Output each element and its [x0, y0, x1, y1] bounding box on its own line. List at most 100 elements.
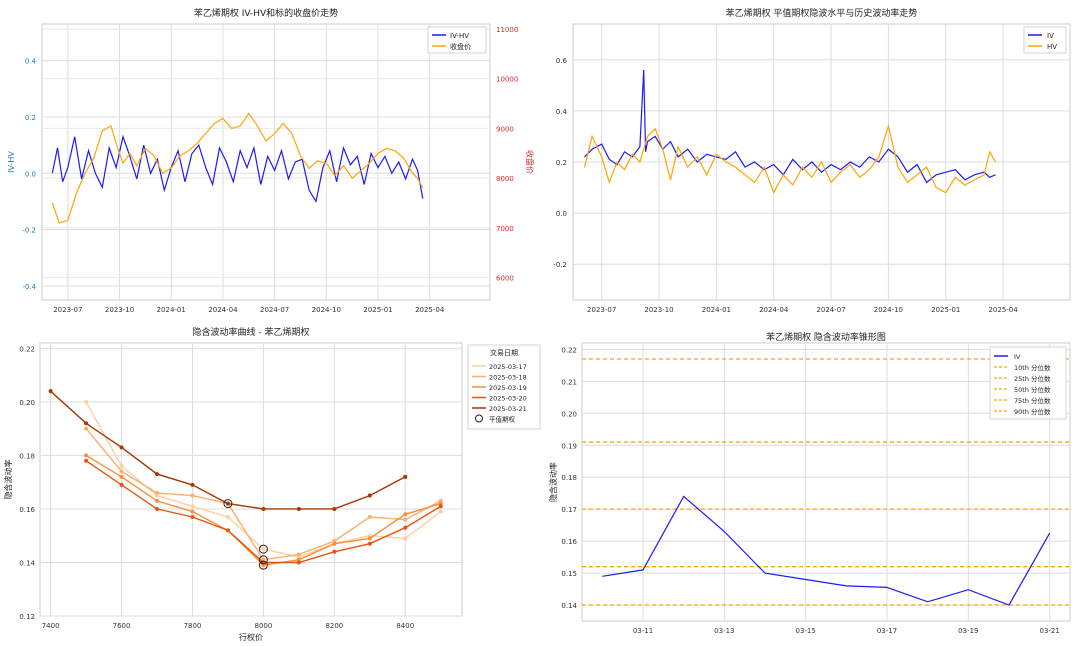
y-tick-label: 0.18: [19, 452, 35, 460]
legend-label: 75th 分位数: [1014, 396, 1051, 405]
data-point: [261, 547, 266, 552]
y-tick-label: 0.14: [561, 602, 577, 610]
x-tick-label: 03-15: [795, 627, 815, 635]
legend-label: 90th 分位数: [1014, 407, 1051, 416]
x-tick-label: 2025-01: [363, 306, 392, 314]
y2-tick-label: 8000: [496, 175, 514, 183]
x-tick-label: 03-13: [714, 627, 734, 635]
series-line-1: [583, 123, 997, 195]
legend-label: IV-HV: [450, 32, 469, 40]
legend-label: 25th 分位数: [1014, 374, 1051, 383]
legend-label: 平值期权: [489, 415, 516, 424]
data-point: [84, 399, 89, 404]
y-tick-label: 0.4: [556, 108, 568, 116]
data-point: [190, 504, 195, 509]
legend-label: 2025-03-21: [489, 405, 527, 413]
y-tick-label: 0.16: [561, 538, 577, 546]
y-tick-label: 0.22: [19, 345, 35, 353]
y-tick-label: 0.15: [561, 570, 577, 578]
iv-hv-price-chart: 苯乙烯期权 IV-HV和标的收盘价走势 2023-07 2023-10 2024-01…: [7, 7, 535, 314]
atm-marker: [258, 544, 268, 554]
data-point: [367, 514, 372, 519]
y-axis-label: IV-HV: [7, 151, 16, 173]
plot-area: [39, 342, 463, 617]
chart-title: 隐含波动率曲线 - 苯乙烯期权: [193, 326, 310, 338]
y-tick-label: 0.0: [25, 170, 36, 178]
legend-label: 2025-03-17: [489, 363, 527, 371]
y-tick-label: 0.12: [19, 613, 35, 621]
data-point: [84, 453, 89, 458]
legend-title: 交易日期: [490, 348, 518, 357]
x-tick-label: 2024-10: [874, 306, 903, 314]
y-tick-label: 0.19: [561, 442, 577, 450]
data-point: [84, 421, 89, 426]
x-tick-label: 2024-07: [816, 306, 845, 314]
data-point: [119, 445, 124, 450]
data-point: [296, 552, 301, 557]
y2-tick-label: 6000: [496, 275, 514, 283]
y2-tick-label: 11000: [496, 26, 518, 34]
x-tick-label: 8000: [254, 622, 272, 630]
atm-iv-hv-chart: 苯乙烯期权 平值期权隐波水平与历史波动率走势 2023-07 2023-10 2024…: [553, 7, 1071, 314]
legend-box: [989, 346, 1067, 420]
data-point: [296, 560, 301, 565]
data-point: [119, 482, 124, 487]
x-tick-label: 2024-10: [312, 306, 341, 314]
y-axis-label: 隐含波动率: [548, 462, 558, 502]
x-tick-label: 2023-07: [53, 306, 82, 314]
series-line-1: [51, 112, 424, 224]
data-point: [225, 528, 230, 533]
data-point: [84, 458, 89, 463]
y-axis-label: 隐含波动率: [3, 460, 13, 500]
x-tick-label: 2023-10: [644, 306, 673, 314]
data-point: [48, 389, 53, 394]
y2-tick-label: 10000: [496, 76, 518, 84]
data-point: [119, 464, 124, 469]
data-point: [84, 426, 89, 431]
legend-label: IV: [1047, 32, 1054, 40]
data-point: [403, 512, 408, 517]
data-point: [119, 474, 124, 479]
x-tick-label: 2023-07: [587, 306, 616, 314]
y-tick-label: 0.22: [561, 346, 577, 354]
y-tick-label: 0.2: [556, 159, 567, 167]
x-tick-label: 2024-04: [759, 306, 789, 314]
data-point: [190, 514, 195, 519]
legend-label: 10th 分位数: [1014, 363, 1051, 372]
y-tick-label: 0.16: [19, 506, 35, 514]
legend-label: HV: [1047, 43, 1057, 51]
y-tick-label: -0.4: [22, 283, 36, 291]
series-line-0: [51, 134, 424, 204]
x-tick-label: 8400: [396, 622, 414, 630]
data-point: [155, 490, 160, 495]
x-tick-label: 2024-04: [208, 306, 238, 314]
y-tick-label: 0.6: [556, 57, 568, 65]
chart-title: 苯乙烯期权 隐含波动率锥形图: [766, 331, 886, 343]
x-tick-label: 2024-01: [157, 306, 186, 314]
legend-label: 2025-03-18: [489, 374, 527, 382]
chart-title: 苯乙烯期权 IV-HV和标的收盘价走势: [194, 7, 338, 19]
y-tick-label: 0.18: [561, 474, 577, 482]
chart-title: 苯乙烯期权 平值期权隐波水平与历史波动率走势: [726, 7, 918, 19]
y-tick-label: 0.20: [19, 399, 35, 407]
data-point: [332, 506, 337, 511]
atm-marker: [258, 555, 268, 565]
x-tick-label: 03-19: [958, 627, 978, 635]
y2-tick-label: 9000: [496, 125, 514, 133]
x-tick-label: 7400: [42, 622, 60, 630]
legend-label: 2025-03-20: [489, 395, 527, 403]
data-point: [438, 504, 443, 509]
legend-box: [427, 26, 487, 54]
x-tick-label: 7800: [184, 622, 202, 630]
data-point: [190, 509, 195, 514]
x-tick-label: 03-11: [633, 627, 653, 635]
atm-marker: [258, 560, 268, 570]
data-point: [190, 493, 195, 498]
data-point: [403, 517, 408, 522]
series-line-0: [602, 495, 1051, 606]
y2-tick-label: 7000: [496, 225, 514, 233]
legend-box: [1023, 26, 1067, 54]
data-point: [155, 506, 160, 511]
x-tick-label: 03-17: [877, 627, 897, 635]
